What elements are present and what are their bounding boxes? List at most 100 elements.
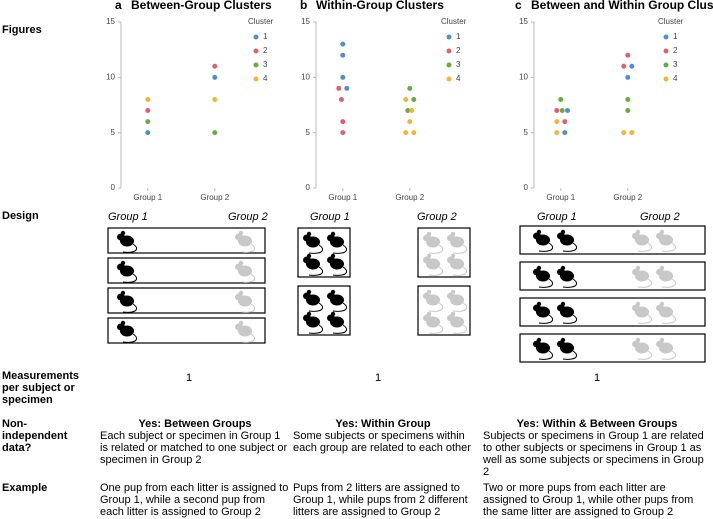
mouse-tail: [562, 278, 578, 288]
mouse-icon: [423, 231, 444, 254]
panel-label: b: [300, 0, 307, 12]
legend-swatch: [663, 48, 669, 54]
design-box: [519, 333, 706, 363]
legend-label: 3: [263, 60, 268, 69]
mouse-ear: [306, 253, 312, 259]
mouse-head: [117, 323, 125, 331]
design-box: [519, 297, 706, 327]
point: [625, 108, 631, 114]
mouse-head: [656, 340, 664, 348]
mouse-head: [235, 263, 243, 271]
point: [407, 119, 413, 125]
mouse-head: [303, 234, 311, 242]
mouse-icon: [303, 253, 324, 276]
mouse-tail: [308, 302, 324, 312]
legend-swatch: [253, 76, 259, 82]
legend-title: Cluster: [441, 17, 467, 26]
row-label: Non-independent data?: [2, 418, 68, 454]
point: [625, 74, 631, 80]
point: [212, 74, 218, 80]
mouse-ear: [659, 337, 665, 343]
design-box: [519, 261, 706, 291]
chart-title: Between-Group Clusters: [131, 0, 272, 12]
mouse-icon: [533, 265, 554, 288]
mouse-head: [303, 256, 311, 264]
y-tick-label: 10: [519, 72, 528, 81]
mouse-tail: [332, 324, 348, 334]
nonindependent-heading: Yes: Within & Between Groups: [516, 418, 678, 430]
mouse-icon: [656, 229, 677, 252]
mouse-tail: [538, 242, 554, 252]
mouse-ear: [238, 260, 244, 266]
mouse-icon: [447, 311, 468, 334]
mouse-head: [533, 340, 541, 348]
point: [405, 108, 411, 114]
group-label: Group 2: [417, 211, 457, 223]
mouse-tail: [428, 302, 444, 312]
point: [554, 108, 560, 114]
point: [411, 96, 417, 102]
mouse-head: [117, 263, 125, 271]
point: [145, 96, 151, 102]
mouse-tail: [637, 314, 653, 324]
mouse-icon: [235, 290, 256, 313]
mouse-tail: [637, 242, 653, 252]
mouse-ear: [560, 229, 566, 235]
legend-label: 1: [673, 32, 678, 41]
mouse-ear: [536, 301, 542, 307]
mouse-tail: [308, 324, 324, 334]
mouse-head: [632, 268, 640, 276]
y-tick-label: 15: [519, 17, 528, 26]
mouse-ear: [330, 311, 336, 317]
mouse-icon: [235, 320, 256, 343]
mouse-icon: [632, 265, 653, 288]
legend-swatch: [253, 48, 259, 54]
legend-title: Cluster: [248, 17, 274, 26]
point: [403, 96, 409, 102]
mouse-ear: [450, 311, 456, 317]
mouse-ear: [306, 231, 312, 237]
point: [562, 119, 568, 125]
mouse-ear: [560, 301, 566, 307]
point: [340, 74, 346, 80]
mouse-tail: [332, 266, 348, 276]
mouse-ear: [330, 253, 336, 259]
mouse-ear: [426, 289, 432, 295]
point: [559, 108, 565, 114]
mouse-tail: [452, 302, 468, 312]
mouse-tail: [122, 243, 138, 253]
mouse-ear: [238, 230, 244, 236]
mouse-icon: [533, 229, 554, 252]
mouse-ear: [426, 311, 432, 317]
mouse-tail: [332, 244, 348, 254]
x-tick-label: Group 2: [613, 193, 642, 202]
legend-swatch: [446, 48, 452, 54]
design-box: [417, 285, 471, 336]
mouse-tail: [562, 350, 578, 360]
mouse-icon: [423, 311, 444, 334]
nonindependent-text: Some subjects or specimens within each g…: [293, 430, 471, 454]
mouse-icon: [557, 337, 578, 360]
x-tick-label: Group 1: [546, 193, 575, 202]
mouse-ear: [659, 265, 665, 271]
point: [145, 130, 151, 136]
mouse-head: [327, 256, 335, 264]
mouse-ear: [450, 289, 456, 295]
point: [403, 130, 409, 136]
design-box: [297, 285, 351, 336]
mouse-tail: [308, 266, 324, 276]
legend-swatch: [663, 34, 669, 40]
legend-swatch: [446, 62, 452, 68]
mouse-icon: [656, 337, 677, 360]
mouse-tail: [428, 266, 444, 276]
legend-label: 2: [456, 46, 461, 55]
measurement: 1: [375, 372, 382, 384]
mouse-ear: [330, 289, 336, 295]
mouse-icon: [303, 289, 324, 312]
legend-label: 3: [673, 60, 678, 69]
mouse-icon: [327, 311, 348, 334]
x-tick-label: Group 2: [395, 193, 424, 202]
point: [212, 130, 218, 136]
legend-label: 4: [263, 74, 268, 83]
